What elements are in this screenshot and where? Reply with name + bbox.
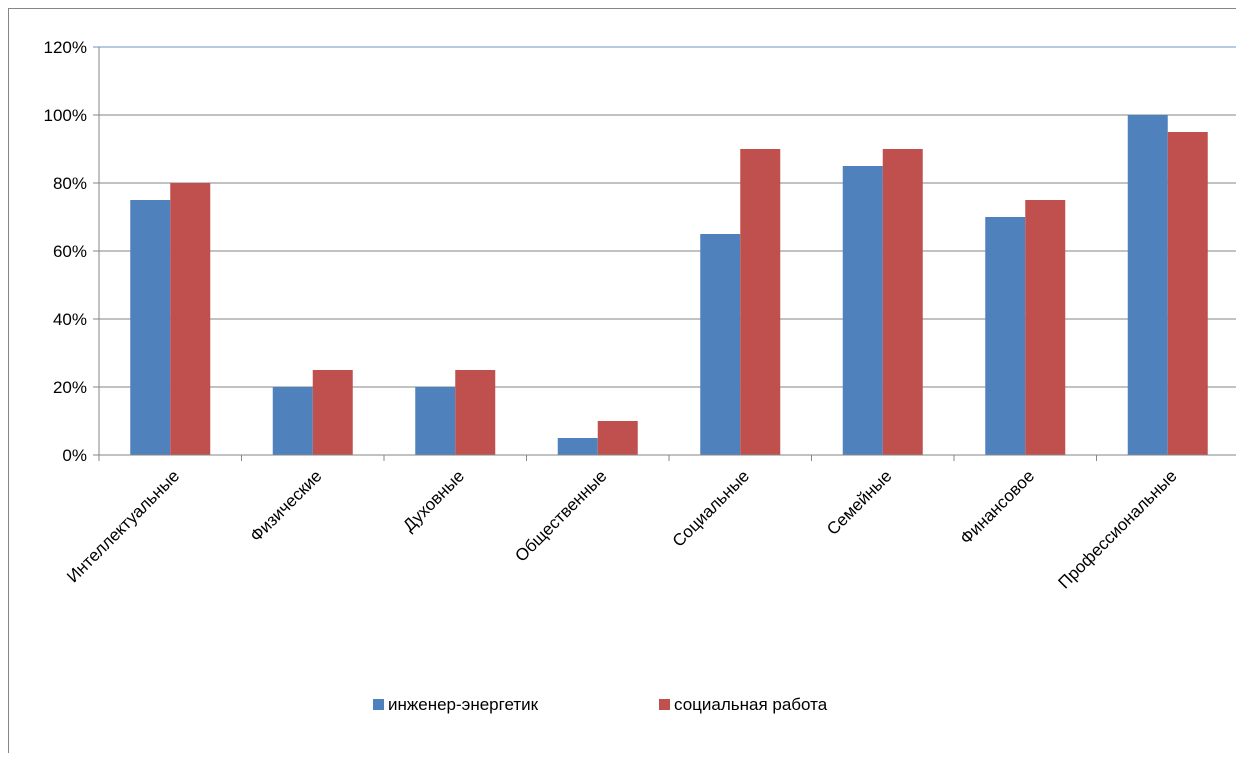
- x-category-label: Социальные: [669, 466, 753, 550]
- y-tick-label: 60%: [53, 242, 87, 261]
- bar-series-2: [312, 370, 353, 455]
- legend-label: инженер-энергетик: [388, 695, 539, 714]
- y-tick-label: 40%: [53, 310, 87, 329]
- bar-series-1: [842, 166, 883, 455]
- y-tick-label: 20%: [53, 378, 87, 397]
- bars: [130, 115, 1208, 455]
- y-tick-label: 0%: [62, 446, 87, 465]
- legend-label: социальная работа: [674, 695, 828, 714]
- legend-item: инженер-энергетик: [373, 695, 539, 714]
- x-category-label: Интеллектуальные: [63, 466, 183, 586]
- x-category-label: Духовные: [399, 466, 468, 535]
- x-axis-category-labels: Интеллектуальные Физические Духовные Общест…: [63, 466, 1180, 592]
- bar-series-2: [1167, 132, 1208, 455]
- y-tick-label: 100%: [44, 106, 87, 125]
- legend-swatch: [659, 699, 670, 710]
- bar-series-1: [415, 387, 456, 455]
- x-category-label: Профессиональные: [1055, 466, 1181, 592]
- y-tick-label: 80%: [53, 174, 87, 193]
- bar-series-2: [170, 183, 211, 455]
- bar-series-1: [557, 438, 598, 455]
- x-category-label: Физические: [246, 466, 325, 545]
- bar-series-2: [882, 149, 923, 455]
- bar-series-2: [740, 149, 781, 455]
- legend-item: социальная работа: [659, 695, 828, 714]
- legend: инженер-энергетик социальная работа: [373, 695, 828, 714]
- chart-frame: 0% 20% 40% 60% 80% 100% 120% Интеллектуальные Фи…: [8, 8, 1236, 753]
- bar-series-1: [985, 217, 1026, 455]
- bar-series-2: [597, 421, 638, 455]
- bar-series-2: [455, 370, 496, 455]
- bar-chart: 0% 20% 40% 60% 80% 100% 120% Интеллектуальные Фи…: [44, 38, 1236, 714]
- bar-series-1: [700, 234, 741, 455]
- x-category-label: Общественные: [511, 466, 610, 565]
- legend-swatch: [373, 699, 384, 710]
- bar-series-1: [130, 200, 171, 455]
- bar-series-1: [272, 387, 313, 455]
- y-tick-label: 120%: [44, 38, 87, 57]
- x-category-label: Семейные: [823, 466, 895, 538]
- x-category-label: Финансовое: [956, 466, 1038, 548]
- bar-series-2: [1025, 200, 1066, 455]
- bar-series-1: [1127, 115, 1168, 455]
- y-axis-tick-labels: 0% 20% 40% 60% 80% 100% 120%: [44, 38, 87, 465]
